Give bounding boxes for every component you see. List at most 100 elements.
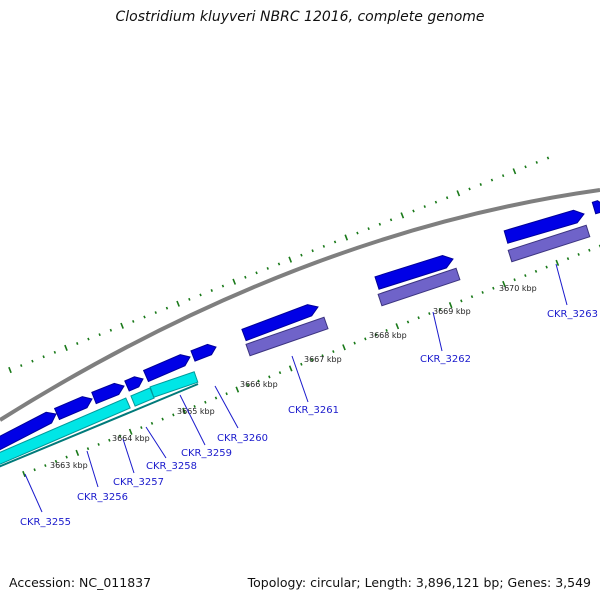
outer-tick [356,231,359,235]
gene-ckr-3258-arrow[interactable] [124,376,144,392]
gene-ckr-3256-arrow[interactable] [53,396,93,421]
gene-ckr-3255-3257-cds-band[interactable] [0,397,131,465]
outer-tick [64,344,68,351]
inner-tick [182,407,186,414]
gene-ckr-3261-band[interactable] [245,316,329,357]
inner-tick [278,371,282,375]
outer-tick [266,267,269,270]
gene-ckr-3263-arrow[interactable] [503,209,585,244]
gene-ckr-3261-arrow[interactable] [241,304,319,342]
scale-label-3670: 3670 kbp [499,284,537,293]
inner-tick [321,354,324,358]
inner-tick [364,337,367,341]
outer-tick [378,222,382,226]
inner-tick [406,320,410,324]
scale-label-3665: 3665 kbp [177,407,215,416]
gene-ckr-3262-arrow[interactable] [374,254,454,290]
outer-tick [333,240,337,244]
gene-ckr-3259-arrow[interactable] [142,354,191,383]
outer-tick [199,293,202,297]
inner-tick [524,274,527,277]
inner-tick [438,307,442,311]
inner-tick [214,396,218,400]
outer-tick [288,256,293,263]
gene-label-ckr-3259[interactable]: CKR_3259 [181,448,232,459]
inner-tick [22,470,26,478]
outer-tick [546,156,550,160]
outer-tick [479,183,482,186]
inner-tick [342,344,346,351]
outer-tick [300,253,303,257]
gene-label-ckr-3261[interactable]: CKR_3261 [288,405,339,416]
scale-label-3669: 3669 kbp [433,307,471,316]
outer-tick [8,366,12,374]
inner-tick [44,464,47,467]
outer-tick [490,178,494,182]
gene-ckr-3257-arrow[interactable] [91,382,125,405]
gene-features [0,200,600,468]
gene-label-ckr-3257[interactable]: CKR_3257 [113,477,164,488]
gene-ckr-3263-band[interactable] [507,224,591,263]
gene-ckr-3255-arrow[interactable] [0,411,57,451]
gene-next-arrow[interactable] [591,200,600,215]
outer-tick [311,249,314,253]
gene-label-ckr-3260[interactable]: CKR_3260 [217,433,268,444]
outer-tick [412,209,415,213]
inner-tick [150,421,154,425]
inner-tick [555,259,560,266]
genome-title: Clostridium kluyveri NBRC 12016, complet… [115,9,485,25]
topology-text: Topology: circular; Length: 3,896,121 bp… [247,575,591,590]
outer-tick [210,289,213,292]
inner-tick [545,265,548,269]
outer-tick [322,244,326,248]
cds-band-shadow [0,383,199,468]
inner-tick [172,413,175,417]
inner-tick [235,386,240,393]
inner-tick [268,375,271,379]
inner-tick [481,291,484,294]
inner-tick [460,299,463,303]
outer-tick [154,311,157,314]
outer-tick [512,168,517,175]
inner-tick [470,295,474,299]
inner-tick [225,392,228,396]
inner-tick [374,333,378,337]
gene-ckr-3258b-cds-band[interactable] [149,371,199,398]
inner-tick [108,438,111,442]
outer-tick [244,275,247,279]
inner-tick [566,257,570,261]
gene-callout-lines [24,263,568,513]
inner-tick [86,447,90,451]
outer-tick [535,161,538,164]
scale-label-3663: 3663 kbp [50,461,88,470]
scale-label-3668: 3668 kbp [369,331,407,340]
gene-label-ckr-3258[interactable]: CKR_3258 [146,461,197,472]
inner-tick [54,459,58,463]
inner-tick [33,468,36,472]
outer-tick [31,359,34,363]
inner-tick [257,379,260,383]
gene-label-ckr-3256[interactable]: CKR_3256 [77,492,128,503]
outer-tick [400,212,405,219]
outer-tick [98,333,101,337]
outer-tick [277,262,281,266]
inner-tick [75,449,80,456]
outer-tick [109,328,113,332]
outer-tick [221,284,225,288]
gene-label-ckr-3262[interactable]: CKR_3262 [420,354,471,365]
inner-tick [204,400,207,404]
gene-ckr-3260-arrow[interactable] [190,343,217,362]
inner-tick [577,253,580,256]
gene-ckr-3262-band[interactable] [377,267,461,307]
inner-tick [128,428,133,435]
inner-tick [161,417,164,421]
outer-tick [232,278,237,285]
gene-label-ckr-3263[interactable]: CKR_3263 [547,309,598,320]
inner-tick [300,362,303,366]
inner-tick [588,248,591,252]
accession-text: Accession: NC_011837 [9,575,152,590]
outer-tick [20,364,23,367]
gene-label-ckr-3255[interactable]: CKR_3255 [20,517,71,528]
inner-tick [97,443,100,446]
